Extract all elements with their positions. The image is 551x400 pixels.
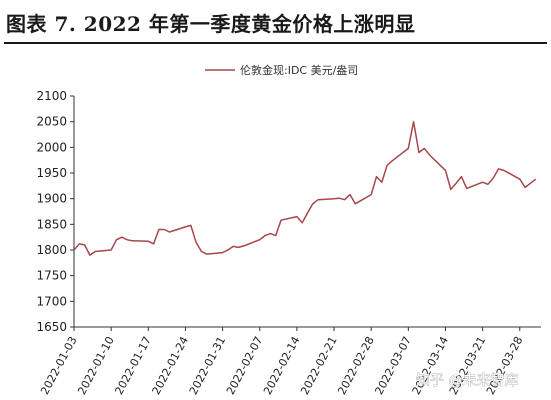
data-point xyxy=(460,175,463,178)
x-tick-label: 2022-01-31 xyxy=(187,334,228,397)
data-point xyxy=(391,159,394,162)
data-point xyxy=(332,197,335,200)
series-line-0 xyxy=(73,120,537,256)
data-point xyxy=(295,215,298,218)
data-point xyxy=(115,238,118,241)
data-point xyxy=(301,221,304,224)
data-point xyxy=(78,242,81,245)
series-group xyxy=(72,120,537,257)
y-tick-labels: 1650 1700 1750 1800 1850 1900 1950 2000 2050 2100 xyxy=(36,89,74,334)
data-point xyxy=(386,164,389,167)
y-tick-label: 1900 xyxy=(36,192,67,206)
data-point xyxy=(83,243,86,246)
data-point xyxy=(221,251,224,254)
data-point xyxy=(94,250,97,253)
data-point xyxy=(492,177,495,180)
y-tick-label: 1750 xyxy=(36,269,67,283)
data-point xyxy=(163,228,166,231)
x-tick-label: 2022-02-07 xyxy=(224,334,265,397)
data-point xyxy=(524,186,527,189)
x-tick-label: 2022-01-24 xyxy=(150,334,191,397)
data-point xyxy=(110,248,113,251)
data-point xyxy=(195,241,198,244)
data-point xyxy=(205,253,208,256)
data-point xyxy=(279,219,282,222)
data-point xyxy=(306,211,309,214)
y-tick-label: 2000 xyxy=(36,140,67,154)
data-point xyxy=(343,198,346,201)
data-point xyxy=(423,147,426,150)
data-point xyxy=(348,193,351,196)
data-point xyxy=(497,167,500,170)
x-tick-label: 2022-02-14 xyxy=(261,334,302,397)
x-tick-label: 2022-02-21 xyxy=(298,334,339,397)
data-point xyxy=(237,246,240,249)
page-title: 图表 7. 2022 年第一季度黄金价格上涨明显 xyxy=(6,12,416,36)
data-point xyxy=(242,244,245,247)
data-point xyxy=(317,198,320,201)
legend-label: 伦敦金现:IDC 美元/盎司 xyxy=(240,63,358,77)
data-point xyxy=(263,234,266,237)
data-point xyxy=(518,178,521,181)
title-underline xyxy=(4,42,547,44)
data-point xyxy=(157,228,160,231)
data-point xyxy=(338,197,341,200)
y-tick-label: 1800 xyxy=(36,243,67,257)
data-point xyxy=(444,169,447,172)
data-point xyxy=(428,153,431,156)
data-point xyxy=(465,187,468,190)
data-point xyxy=(258,238,261,241)
chart-axes xyxy=(73,96,541,328)
data-point xyxy=(226,248,229,251)
data-point xyxy=(200,250,203,253)
data-point xyxy=(168,230,171,233)
data-point xyxy=(486,183,489,186)
x-tick-label: 2022-01-17 xyxy=(112,334,153,397)
data-point xyxy=(274,234,277,237)
data-point xyxy=(152,242,155,245)
data-point xyxy=(481,181,484,184)
x-tick-label: 2022-01-03 xyxy=(38,334,79,397)
y-tick-label: 1650 xyxy=(36,320,67,334)
data-point xyxy=(88,254,91,257)
y-tick-label: 2050 xyxy=(36,115,67,129)
data-point xyxy=(269,232,272,235)
data-point xyxy=(529,182,532,185)
data-point xyxy=(232,245,235,248)
y-tick-label: 2100 xyxy=(36,89,67,103)
data-point xyxy=(380,181,383,184)
data-point xyxy=(120,236,123,239)
data-point xyxy=(370,193,373,196)
data-point xyxy=(354,202,357,205)
data-point xyxy=(72,248,75,251)
data-point xyxy=(184,225,187,228)
data-point xyxy=(412,120,415,123)
data-point xyxy=(147,240,150,243)
data-point xyxy=(502,169,505,172)
y-tick-label: 1700 xyxy=(36,294,67,308)
legend: 伦敦金现:IDC 美元/盎司 xyxy=(205,63,358,77)
data-point xyxy=(375,175,378,178)
data-point xyxy=(311,202,314,205)
data-point xyxy=(131,239,134,242)
data-point xyxy=(449,188,452,191)
data-point xyxy=(126,238,129,241)
watermark: 知乎 @未来智库 xyxy=(416,372,518,389)
y-tick-label: 1950 xyxy=(36,166,67,180)
x-tick-label: 2022-02-28 xyxy=(335,334,376,397)
data-point xyxy=(534,178,537,181)
x-tick-label: 2022-01-10 xyxy=(75,334,116,397)
y-tick-label: 1850 xyxy=(36,217,67,231)
data-point xyxy=(417,151,420,154)
data-point xyxy=(455,182,458,185)
data-point xyxy=(407,147,410,150)
data-point xyxy=(189,224,192,227)
x-tick-label: 2022-03-07 xyxy=(372,334,413,397)
